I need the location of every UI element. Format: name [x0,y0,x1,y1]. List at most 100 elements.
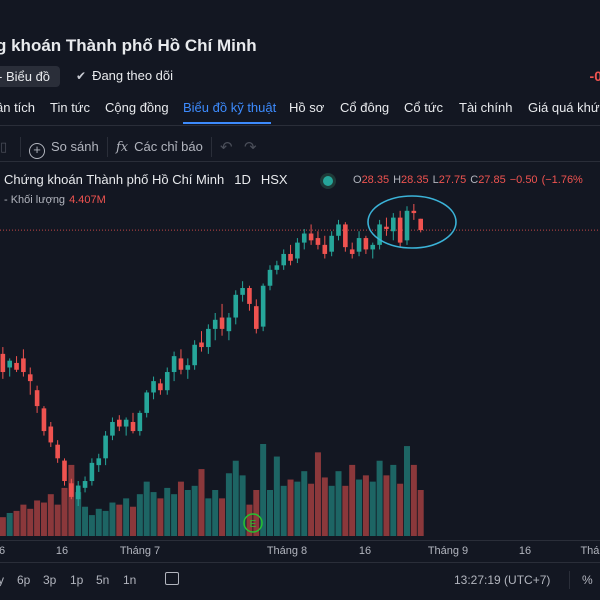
candle-body [397,217,403,243]
volume-bar [61,487,68,536]
volume-bar [191,485,198,536]
candle-body [219,317,225,329]
change-percent: (−1.76% [541,174,583,186]
candle-body [144,392,149,413]
chart-button[interactable]: - Biểu đồ [0,66,60,87]
plus-circle-icon: + [29,143,45,159]
undo-icon[interactable]: ↶ [220,139,233,156]
candle-body [411,210,417,214]
redo-icon[interactable]: ↷ [244,139,257,156]
tab-shareholders[interactable]: Cổ đông [340,100,390,115]
volume-bar [273,456,280,536]
volume-bar [253,490,260,536]
market-status-icon [323,176,333,186]
candle-body [103,435,108,459]
volume-bar [171,494,178,536]
tab-community[interactable]: Cộng đồng [105,100,169,115]
time-tick: 16 [358,545,372,557]
volume-bar [136,494,143,536]
interval-label[interactable]: 1D [234,172,251,187]
time-tick: Tháng 7 [119,545,161,557]
volume-bar [225,473,232,536]
candle-body [7,360,12,368]
candle-body [295,242,300,259]
candle-body [247,288,252,304]
svg-text:E: E [250,519,257,530]
candle-body [349,249,355,254]
range-button[interactable]: 1n [123,573,137,587]
volume-bar [390,464,397,536]
candle-body [34,390,40,407]
volume-bar [287,479,294,536]
volume-bar [410,464,417,536]
time-tick: 16 [518,545,532,557]
tab-profile[interactable]: Hồ sơ [289,100,325,115]
candle-body [336,224,341,236]
candle-body [301,233,307,243]
tab-news[interactable]: Tin tức [50,100,91,115]
candle-body [418,218,423,231]
time-axis[interactable]: 6 16 Tháng 7 Tháng 8 16 Tháng 9 16 Thán [0,540,600,560]
volume-bar [184,490,191,536]
candle-body [206,328,211,348]
candle-body [404,210,410,241]
price-chart[interactable]: E [0,160,600,540]
toolbar-edge-icon[interactable]: ▯ [0,139,8,154]
time-tick: 6 [0,545,6,557]
volume-bar [356,479,363,536]
candle-body [199,342,204,348]
follow-button[interactable]: ✔ Đang theo dõi [76,68,173,83]
candle-body [185,365,191,370]
indicators-button[interactable]: fx Các chỉ báo [116,139,203,155]
tab-technical-chart[interactable]: Biểu đồ kỹ thuật [183,100,277,115]
volume-bar [232,460,239,536]
percent-toggle[interactable]: % [582,573,593,587]
tab-financials[interactable]: Tài chính [459,100,513,115]
volume-bar [68,464,75,536]
volume-bar [397,483,404,536]
tab-dividends[interactable]: Cổ tức [404,100,444,115]
compare-button[interactable]: + So sánh [29,139,99,159]
tab-analysis[interactable]: ân tích [0,100,36,115]
volume-bar [40,502,47,536]
volume-legend: - Khối lượng 4.407M [4,194,106,206]
volume-bar [164,487,171,536]
candle-body [62,460,67,482]
range-button[interactable]: 5n [96,573,110,587]
candle-body [89,462,95,482]
candle-body [226,317,232,332]
range-button[interactable]: 3p [43,573,57,587]
candle-body [0,353,6,373]
volume-bar [267,490,273,536]
volume-bar [88,515,95,536]
time-tick: Thán [580,545,600,557]
ohlc-readout: O28.35 H28.35 L27.75 C27.85 −0.50 (−1.76% [353,174,583,186]
volume-bar [143,481,150,536]
range-button[interactable]: y [0,573,4,587]
volume-bars [0,444,424,536]
compare-label: So sánh [51,139,99,154]
volume-bar [376,460,383,536]
toolbar-divider [107,137,108,157]
range-button[interactable]: 1p [70,573,84,587]
candle-body [75,485,81,500]
clock-readout[interactable]: 13:27:19 (UTC+7) [454,573,551,587]
range-button[interactable]: 6p [17,573,31,587]
tab-price-history[interactable]: Giá quá khứ [528,100,600,115]
volume-bar [177,481,184,536]
action-bar: - Biểu đồ ✔ Đang theo dõi -0 [0,66,600,88]
volume-bar [246,504,253,536]
change-value: −0.50 [509,174,538,186]
volume-bar [34,500,41,536]
candle-body [41,408,47,432]
candle-body [315,238,321,245]
toolbar-divider [20,137,21,157]
candle-body [308,233,314,241]
volume-bar [13,510,20,536]
time-tick: 16 [55,545,69,557]
open-value: 28.35 [361,174,390,186]
active-tab-indicator [183,122,271,124]
volume-bar [198,469,205,536]
volume-bar [150,492,157,536]
calendar-icon[interactable] [165,572,179,585]
